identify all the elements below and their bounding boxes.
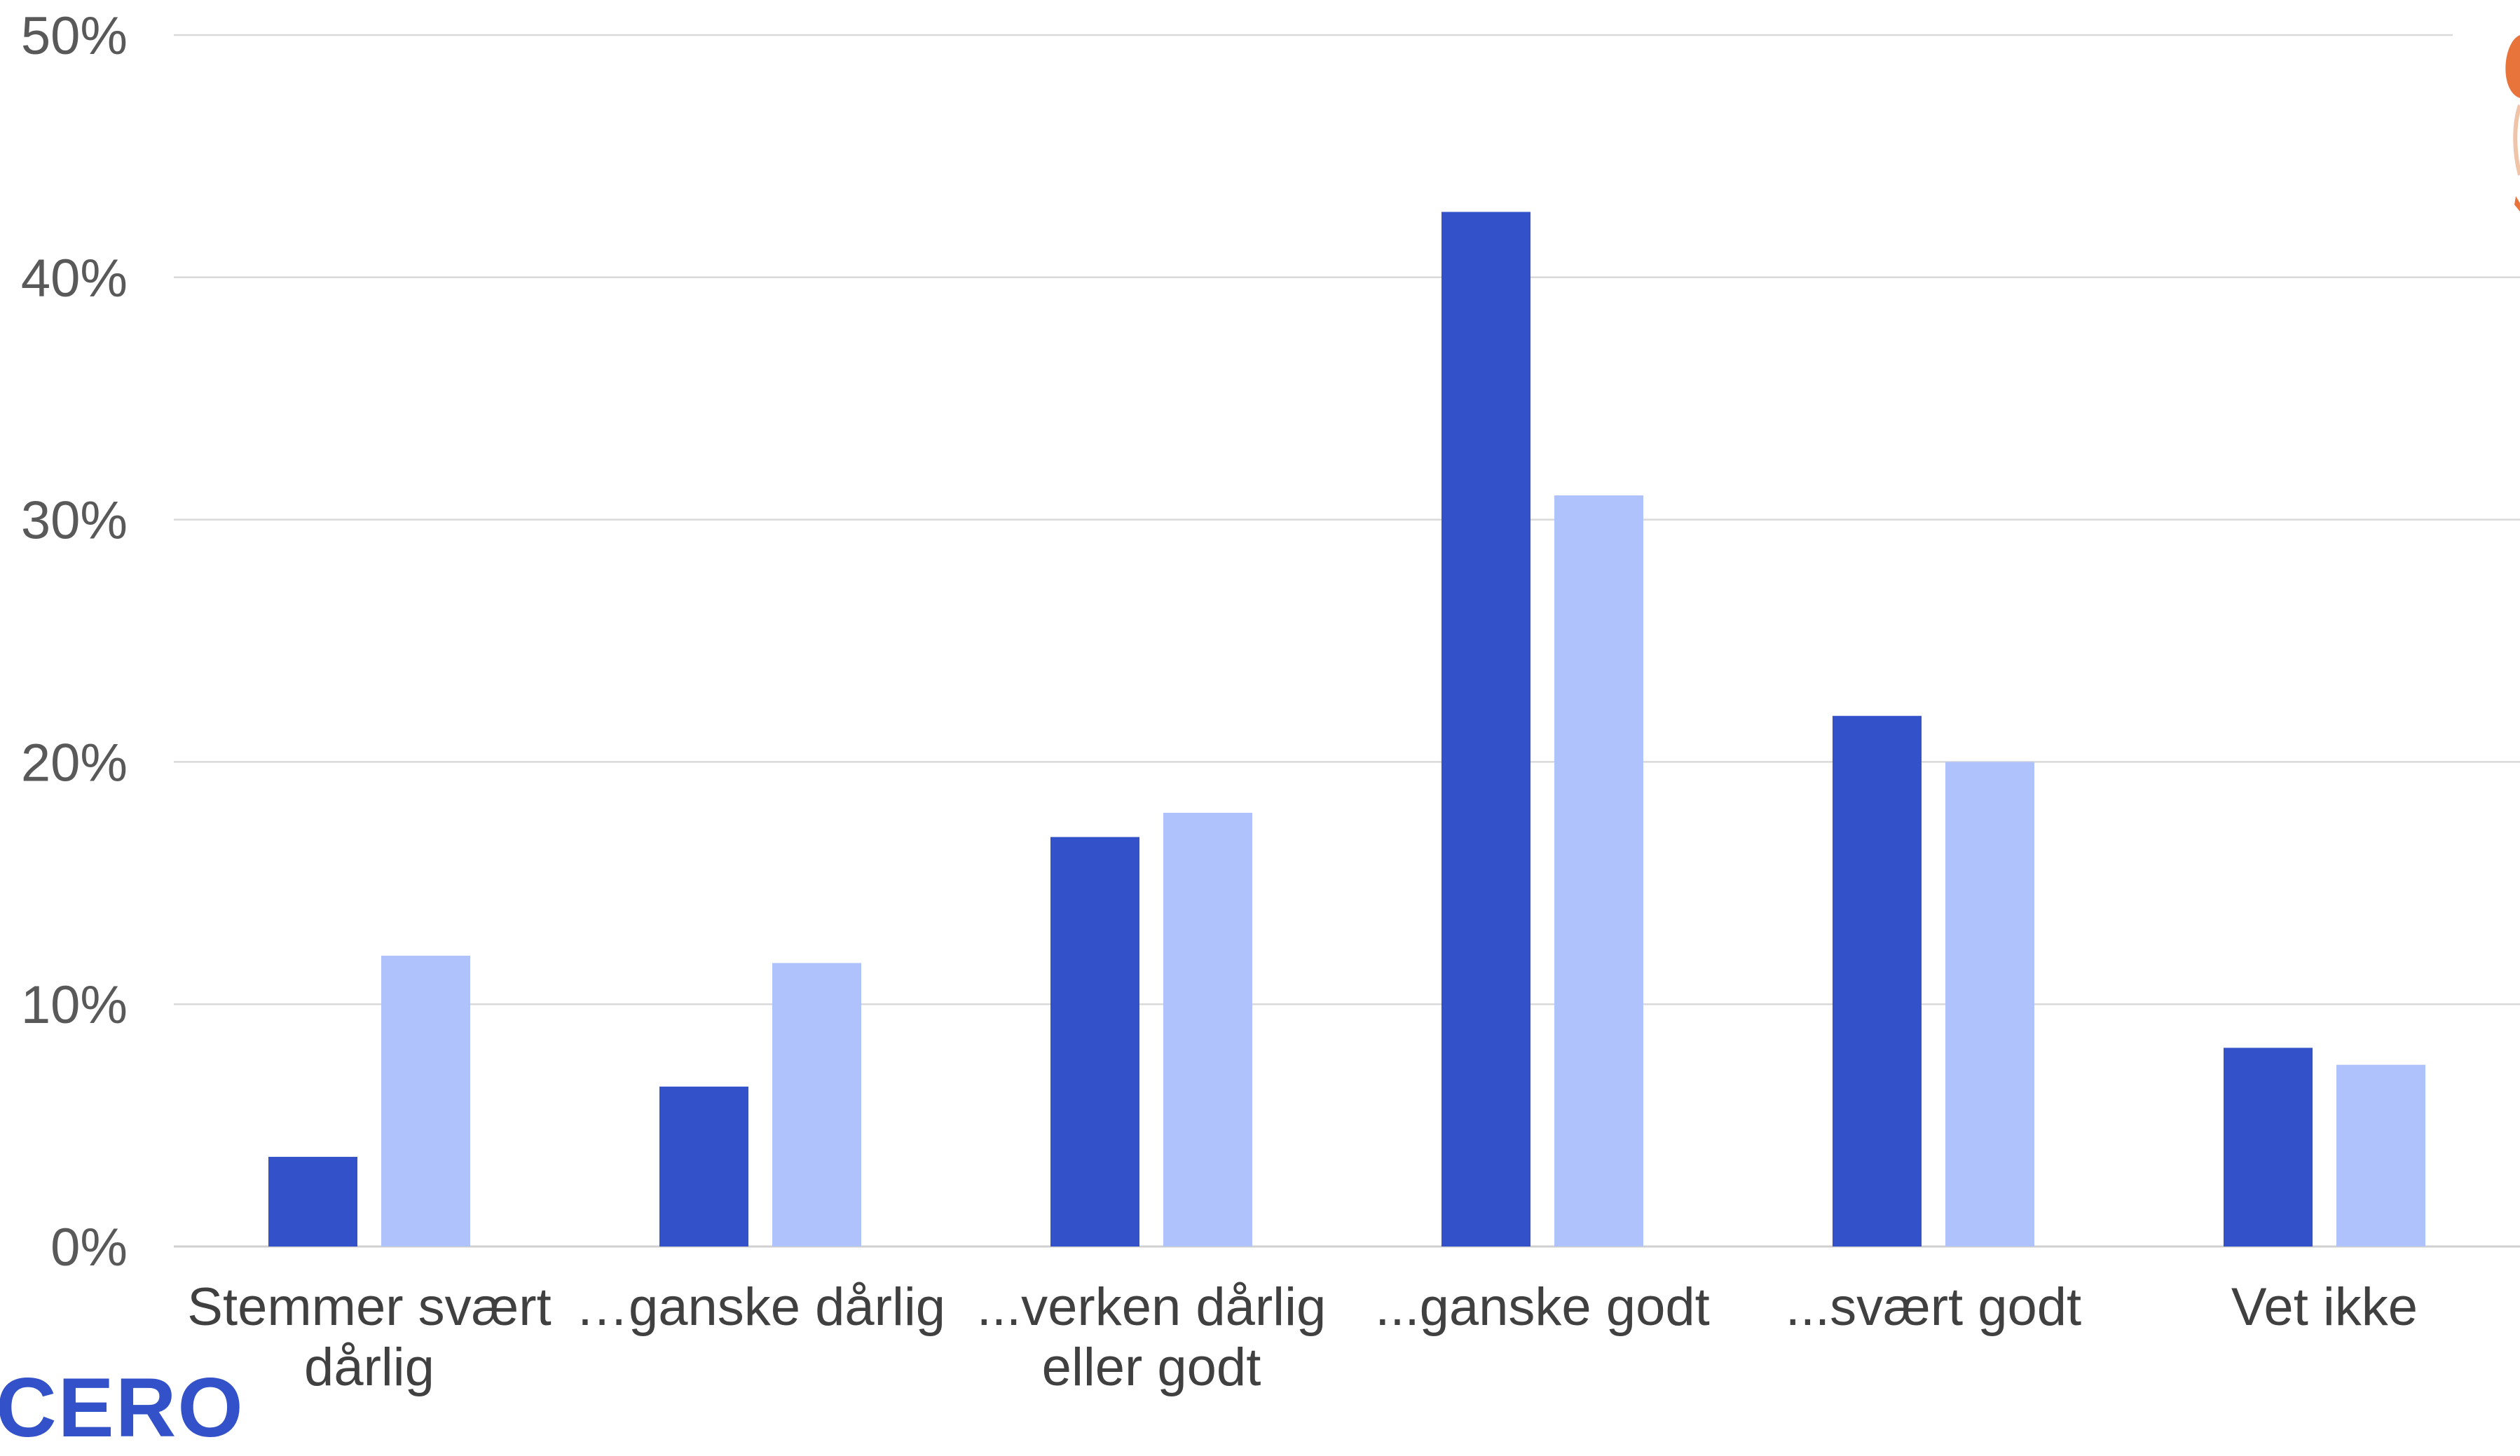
y-tick-label: 10%: [21, 975, 128, 1035]
y-axis-ticks: 0% 10% 20% 30% 40% 50%: [21, 6, 128, 1277]
category-label: ...svært godt: [1786, 1277, 2081, 1337]
gridlines: [174, 34, 2520, 1248]
bar-series1-4: [1442, 212, 1531, 1247]
bar-series2-1: [381, 956, 470, 1246]
category-label: Stemmer svært dårlig: [187, 1277, 551, 1397]
y-tick-label: 40%: [21, 249, 128, 308]
y-tick-label: 20%: [21, 733, 128, 792]
decorative-figure-icon: [2505, 35, 2520, 212]
y-tick-label: 30%: [21, 491, 128, 551]
bar-series2-2: [772, 963, 861, 1246]
bars: [268, 212, 2425, 1247]
bar-series2-4: [1554, 495, 1643, 1246]
x-axis-categories: Stemmer svært dårlig …ganske dårlig ...verk…: [187, 1277, 2418, 1397]
category-label: ...ganske godt: [1375, 1277, 1709, 1337]
bar-series1-3: [1050, 837, 1139, 1246]
cero-logo: CERO: [0, 1361, 245, 1455]
y-tick-label: 50%: [21, 6, 128, 66]
bar-chart: 0% 10% 20% 30% 40% 50% Stemmer svært dårlig …ga…: [21, 6, 2520, 1397]
category-label: …ganske dårlig: [575, 1277, 945, 1337]
bar-series1-2: [659, 1086, 748, 1246]
bar-series2-3: [1163, 813, 1252, 1246]
bar-series1-1: [268, 1157, 357, 1246]
category-label: Vet ikke: [2231, 1277, 2418, 1337]
y-tick-label: 0%: [50, 1218, 128, 1277]
bar-series2-5: [1945, 762, 2034, 1246]
bar-series2-6: [2336, 1064, 2425, 1246]
category-label: ...verken dårlig eller godt: [977, 1277, 1326, 1397]
bar-series1-5: [1833, 715, 1922, 1246]
bar-series1-6: [2224, 1048, 2313, 1246]
